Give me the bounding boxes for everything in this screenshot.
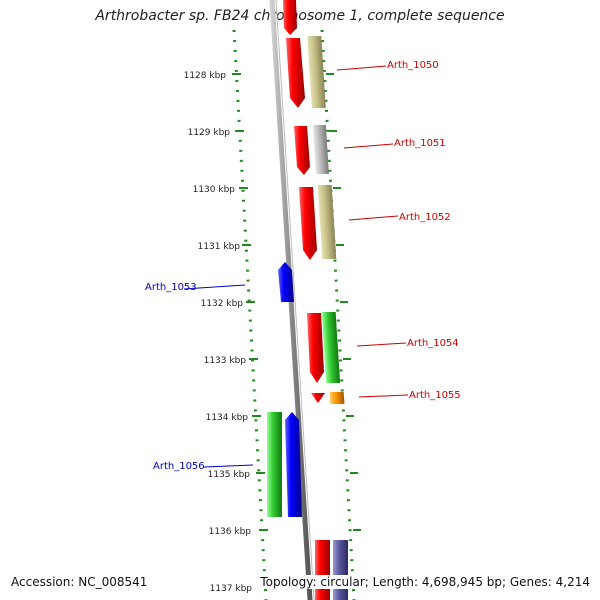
label-arth-1050[interactable]: Arth_1050 [387, 60, 439, 71]
gene-gray-1[interactable] [312, 125, 329, 174]
topology-label: Topology: circular; Length: 4,698,945 bp… [258, 575, 592, 589]
kbp-tick-1130: 1130 kbp [193, 185, 236, 195]
gene-arth-1056[interactable] [285, 412, 302, 517]
label-arth-1056[interactable]: Arth_1056 [153, 461, 205, 472]
gene-arth-1054[interactable] [307, 313, 324, 383]
gene-red-bottom[interactable] [315, 540, 330, 600]
kbp-ticks: 1128 kbp 1129 kbp 1130 kbp 1131 kbp 1132… [184, 71, 253, 594]
kbp-tick-1132: 1132 kbp [201, 299, 244, 309]
gene-arth-1050[interactable] [286, 38, 305, 108]
gene-khaki-2[interactable] [317, 185, 337, 259]
kbp-tick-1133: 1133 kbp [204, 356, 247, 366]
chromosome-backbone-shadow [275, 0, 315, 600]
gene-green-1[interactable] [321, 312, 341, 383]
left-ruler-dots [232, 29, 268, 600]
gene-arth-1055[interactable] [311, 393, 325, 403]
accession-label: Accession: NC_008541 [9, 575, 150, 589]
label-arth-1055[interactable]: Arth_1055 [409, 390, 461, 401]
kbp-tick-1135: 1135 kbp [208, 470, 251, 480]
gene-green-2[interactable] [267, 412, 282, 517]
gene-slate-bottom[interactable] [333, 540, 348, 600]
label-leader-lines [183, 65, 409, 468]
label-arth-1051[interactable]: Arth_1051 [394, 138, 446, 149]
label-arth-1054[interactable]: Arth_1054 [407, 338, 459, 349]
kbp-tick-1136: 1136 kbp [209, 527, 252, 537]
gene-labels: Arth_1050 Arth_1051 Arth_1052 Arth_1053 … [145, 60, 461, 472]
gene-arth-1053[interactable] [278, 262, 294, 302]
label-arth-1053[interactable]: Arth_1053 [145, 282, 197, 293]
kbp-tick-1131: 1131 kbp [198, 242, 241, 252]
gene-arth-1052[interactable] [299, 187, 317, 260]
label-arth-1052[interactable]: Arth_1052 [399, 212, 451, 223]
kbp-tick-1134: 1134 kbp [206, 413, 249, 423]
gene-orange-1[interactable] [329, 392, 345, 404]
gene-arth-1051[interactable] [294, 126, 310, 175]
gene-khaki-1[interactable] [307, 36, 326, 108]
kbp-tick-1128: 1128 kbp [184, 71, 227, 81]
map-title: Arthrobacter sp. FB24 chromosome 1, comp… [95, 8, 505, 24]
kbp-tick-1137: 1137 kbp [210, 584, 253, 594]
kbp-tick-1129: 1129 kbp [188, 128, 231, 138]
gene-partial-top[interactable] [283, 0, 297, 35]
